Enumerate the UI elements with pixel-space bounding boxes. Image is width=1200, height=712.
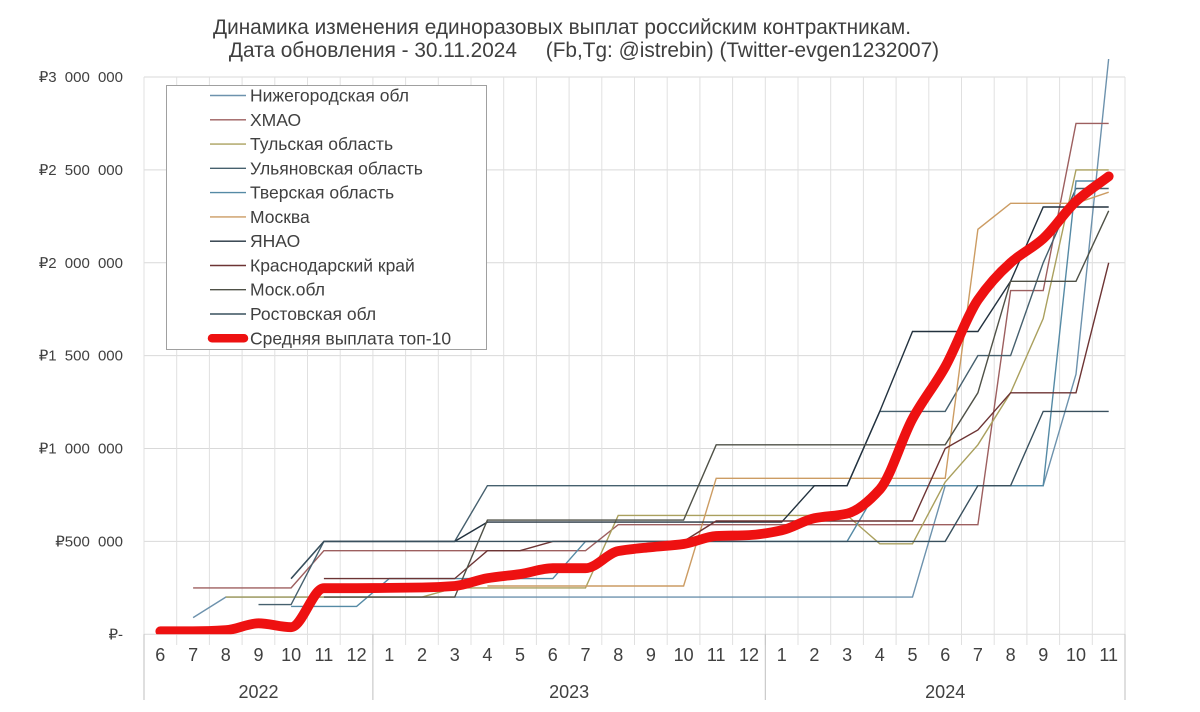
svg-text:6: 6 xyxy=(548,645,558,665)
svg-text:₽1 500 000: ₽1 500 000 xyxy=(39,348,123,365)
svg-text:10: 10 xyxy=(1066,645,1086,665)
svg-text:Краснодарский край: Краснодарский край xyxy=(250,256,415,276)
svg-text:₽500 000: ₽500 000 xyxy=(55,533,123,550)
svg-text:2024: 2024 xyxy=(925,682,965,702)
svg-text:Ульяновская область: Ульяновская область xyxy=(250,158,423,178)
svg-text:₽2 500 000: ₽2 500 000 xyxy=(39,162,123,179)
svg-text:9: 9 xyxy=(1038,645,1048,665)
svg-text:Средняя выплата топ-10: Средняя выплата топ-10 xyxy=(250,328,451,348)
svg-text:ХМАО: ХМАО xyxy=(250,110,301,130)
svg-text:4: 4 xyxy=(482,645,492,665)
svg-text:₽-: ₽- xyxy=(108,626,123,643)
svg-text:2: 2 xyxy=(809,645,819,665)
svg-text:1: 1 xyxy=(777,645,787,665)
svg-text:₽3 000 000: ₽3 000 000 xyxy=(39,69,123,86)
svg-text:9: 9 xyxy=(253,645,263,665)
svg-text:12: 12 xyxy=(739,645,759,665)
svg-text:Моск.обл: Моск.обл xyxy=(250,280,325,300)
svg-text:3: 3 xyxy=(842,645,852,665)
svg-text:2023: 2023 xyxy=(549,682,589,702)
svg-text:7: 7 xyxy=(188,645,198,665)
svg-text:9: 9 xyxy=(646,645,656,665)
svg-text:2: 2 xyxy=(417,645,427,665)
svg-text:4: 4 xyxy=(875,645,885,665)
svg-text:3: 3 xyxy=(450,645,460,665)
svg-text:5: 5 xyxy=(907,645,917,665)
svg-text:1: 1 xyxy=(384,645,394,665)
svg-text:11: 11 xyxy=(315,645,334,665)
svg-text:8: 8 xyxy=(613,645,623,665)
svg-text:2022: 2022 xyxy=(238,682,278,702)
svg-text:Нижегородская обл: Нижегородская обл xyxy=(250,86,409,106)
svg-text:Ростовская обл: Ростовская обл xyxy=(250,304,376,324)
svg-text:8: 8 xyxy=(1006,645,1016,665)
svg-text:Тверская область: Тверская область xyxy=(250,183,394,203)
svg-text:7: 7 xyxy=(580,645,590,665)
svg-text:5: 5 xyxy=(515,645,525,665)
svg-text:7: 7 xyxy=(973,645,983,665)
svg-text:11: 11 xyxy=(707,645,726,665)
svg-text:₽2 000 000: ₽2 000 000 xyxy=(39,255,123,272)
svg-text:10: 10 xyxy=(281,645,301,665)
svg-text:6: 6 xyxy=(155,645,165,665)
svg-text:10: 10 xyxy=(674,645,694,665)
svg-text:Тульская область: Тульская область xyxy=(250,134,393,154)
svg-text:8: 8 xyxy=(221,645,231,665)
svg-text:Москва: Москва xyxy=(250,207,310,227)
svg-text:6: 6 xyxy=(940,645,950,665)
svg-text:12: 12 xyxy=(347,645,367,665)
svg-text:11: 11 xyxy=(1099,645,1118,665)
svg-text:₽1 000 000: ₽1 000 000 xyxy=(39,441,123,458)
svg-text:ЯНАО: ЯНАО xyxy=(250,231,300,251)
